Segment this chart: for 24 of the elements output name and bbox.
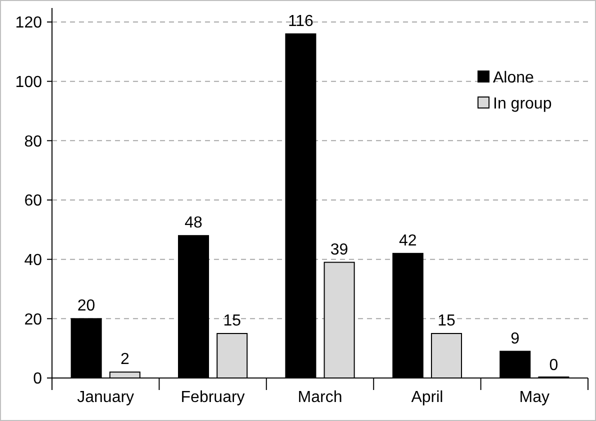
legend-label: Alone — [493, 70, 534, 87]
data-label: 48 — [184, 214, 203, 232]
legend-label: In group — [493, 96, 552, 113]
y-tick-label: 100 — [15, 74, 42, 91]
y-tick-label: 60 — [24, 192, 42, 210]
x-tick-label: March — [298, 389, 342, 406]
data-label: 2 — [120, 351, 130, 368]
data-label: 0 — [549, 357, 558, 374]
data-label: 39 — [330, 241, 348, 258]
x-tick-label: February — [180, 389, 245, 406]
data-label: 9 — [510, 330, 520, 348]
x-tick-label: April — [411, 389, 444, 406]
data-label: 20 — [77, 298, 96, 315]
data-label: 42 — [399, 232, 417, 250]
y-tick-label: 40 — [24, 252, 42, 269]
y-tick-label: 0 — [33, 370, 42, 388]
data-label: 15 — [223, 312, 242, 330]
y-tick-label: 20 — [24, 311, 42, 328]
data-label: 116 — [288, 12, 314, 30]
data-label: 15 — [438, 312, 456, 330]
x-tick-label: January — [77, 389, 134, 406]
y-tick-label: 120 — [15, 14, 42, 32]
x-tick-label: May — [519, 389, 550, 406]
y-tick-label: 80 — [24, 133, 42, 150]
